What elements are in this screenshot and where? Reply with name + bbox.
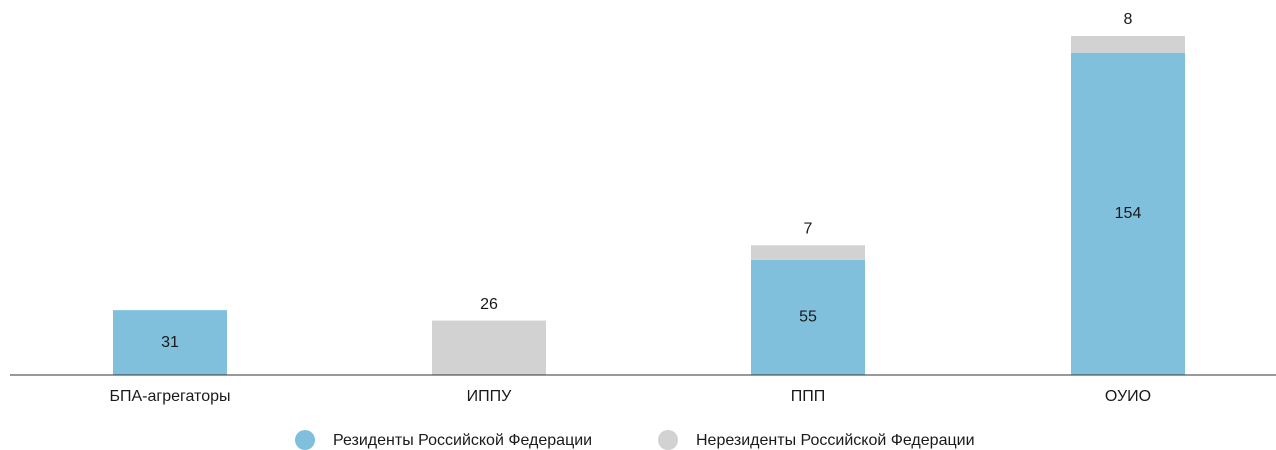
- x-tick-label: ОУИО: [1105, 388, 1151, 405]
- data-label: 8: [1124, 11, 1133, 28]
- x-tick-label: БПА-агрегаторы: [109, 388, 230, 405]
- legend-label: Нерезиденты Российской Федерации: [696, 432, 975, 449]
- legend-swatch: [295, 430, 315, 450]
- bar-segment: [432, 320, 546, 375]
- data-label: 31: [161, 334, 179, 351]
- data-label: 55: [799, 309, 817, 326]
- data-label: 7: [804, 220, 813, 237]
- legend-swatch: [658, 430, 678, 450]
- bar-segment: [1071, 52, 1185, 375]
- x-tick-label: ППП: [791, 388, 826, 405]
- bar-segment: [751, 245, 865, 260]
- bar-segment: [113, 310, 227, 375]
- bar-segment: [1071, 36, 1185, 53]
- data-label: 26: [480, 296, 498, 313]
- legend-label: Резиденты Российской Федерации: [333, 432, 592, 449]
- data-label: 154: [1115, 205, 1142, 222]
- bar-segment: [751, 259, 865, 375]
- x-tick-label: ИППУ: [467, 388, 513, 405]
